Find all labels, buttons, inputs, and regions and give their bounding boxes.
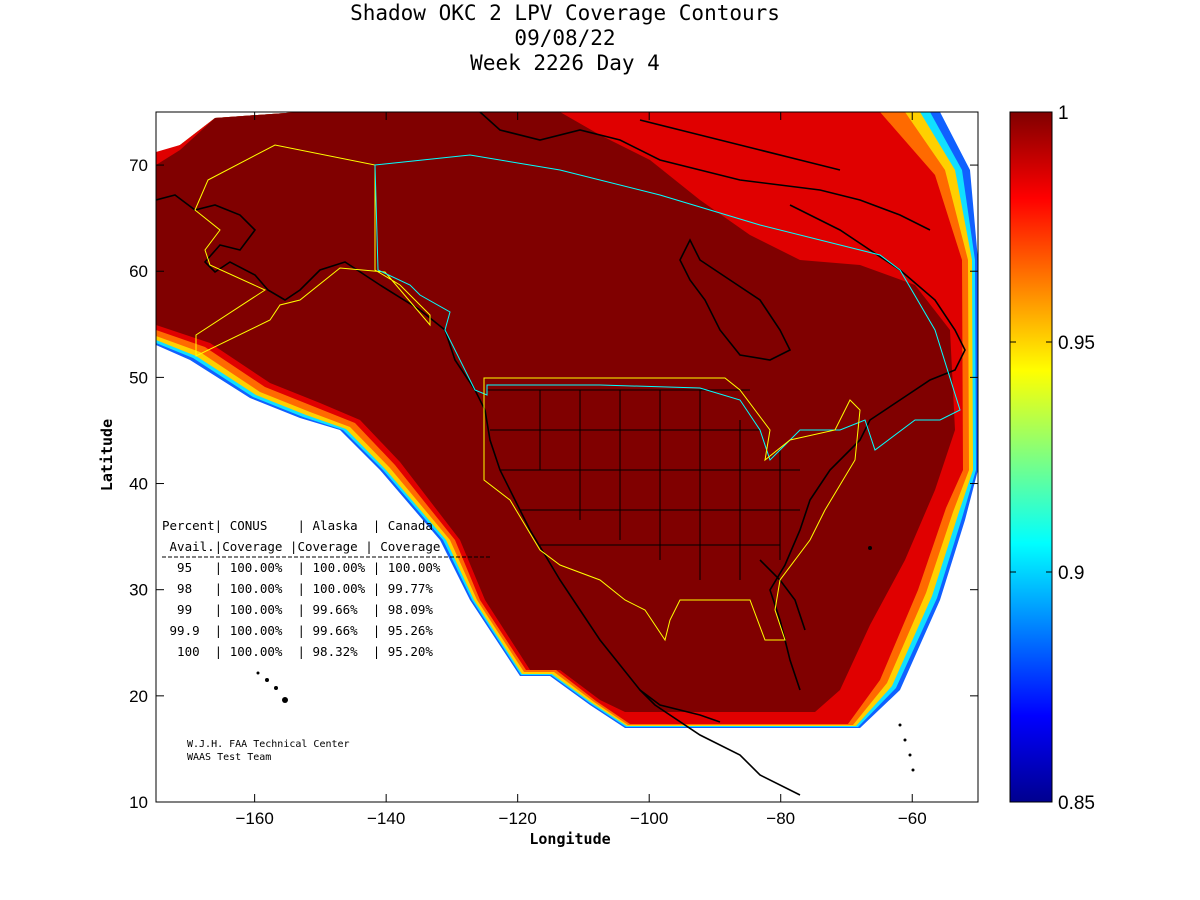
table-row: 99.9 | 100.00% | 99.66% | 95.26% (162, 623, 433, 638)
y-axis-label: Latitude (98, 419, 116, 491)
x-tick-label: −60 (898, 809, 927, 828)
islands (256, 546, 915, 772)
chart-week-day: Week 2226 Day 4 (470, 51, 660, 75)
alaska-service-volume (194, 144, 431, 357)
table-row: 98 | 100.00% | 100.00% | 99.77% (162, 581, 433, 596)
table-header-row-2: Avail.|Coverage |Coverage | Coverage (162, 539, 440, 554)
y-tick-label: 50 (129, 368, 148, 387)
colorbar (1009, 111, 1053, 803)
credit-line-2: WAAS Test Team (187, 752, 271, 763)
colorbar-tick-label: 1 (1058, 103, 1069, 124)
map-plot-area: Percent| CONUS | Alaska | Canada Avail.|… (156, 112, 978, 796)
y-axis-ticks: 10 20 30 40 50 60 70 (129, 156, 978, 812)
state-borders (487, 389, 800, 580)
y-tick-label: 60 (129, 262, 148, 281)
y-tick-label: 30 (129, 581, 148, 600)
x-tick-label: −80 (766, 809, 795, 828)
y-tick-label: 10 (129, 793, 148, 812)
colorbar-tick-label: 0.9 (1058, 563, 1084, 584)
x-tick-label: −100 (630, 809, 668, 828)
credit-line-1: W.J.H. FAA Technical Center (187, 739, 350, 750)
table-header-row-1: Percent| CONUS | Alaska | Canada (162, 518, 433, 533)
chart-title: Shadow OKC 2 LPV Coverage Contours (350, 1, 780, 25)
x-tick-label: −160 (235, 809, 273, 828)
coverage-table: Percent| CONUS | Alaska | Canada Avail.|… (162, 518, 490, 659)
colorbar-ticks: 1 0.95 0.9 0.85 (1010, 103, 1095, 814)
conus-service-volume (483, 377, 861, 642)
x-tick-label: −140 (367, 809, 405, 828)
x-tick-label: −120 (499, 809, 537, 828)
colorbar-tick-label: 0.95 (1058, 333, 1095, 354)
table-row: 95 | 100.00% | 100.00% | 100.00% (162, 560, 441, 575)
table-row: 100 | 100.00% | 98.32% | 95.20% (162, 644, 433, 659)
x-axis-ticks: −160 −140 −120 −100 −80 −60 (235, 112, 927, 828)
table-row: 99 | 100.00% | 99.66% | 98.09% (162, 602, 433, 617)
plot-frame (155, 111, 979, 803)
coverage-region-full (156, 112, 955, 712)
y-tick-label: 70 (129, 156, 148, 175)
x-axis-label: Longitude (529, 830, 610, 848)
chart-date: 09/08/22 (514, 26, 616, 50)
coastlines (156, 112, 966, 796)
canada-service-volume (374, 154, 961, 461)
colorbar-tick-label: 0.85 (1058, 793, 1095, 814)
y-tick-label: 20 (129, 687, 148, 706)
y-tick-label: 40 (129, 475, 148, 494)
